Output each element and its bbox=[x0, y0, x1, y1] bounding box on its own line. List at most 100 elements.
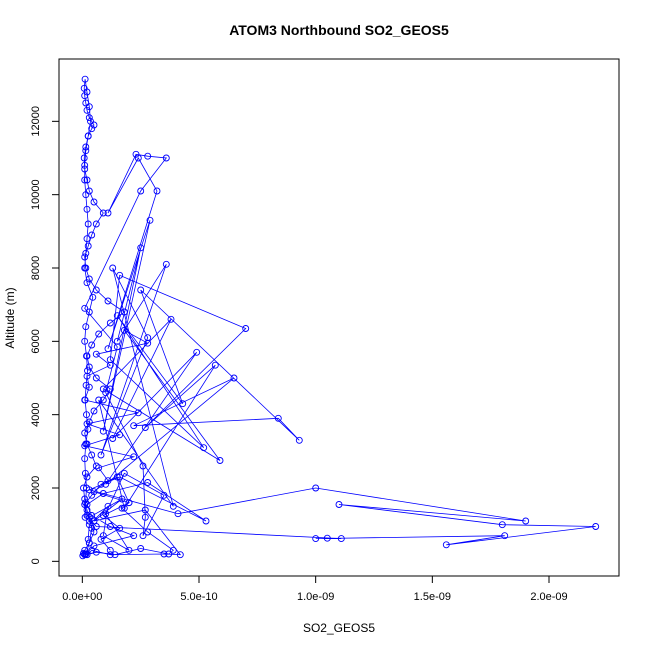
x-tick-label: 2.0e-09 bbox=[530, 591, 567, 603]
data-point bbox=[83, 512, 91, 519]
data-point bbox=[81, 165, 89, 173]
data-point bbox=[335, 501, 343, 508]
plot-frame bbox=[58, 58, 620, 577]
data-point bbox=[85, 187, 93, 195]
data-point bbox=[130, 532, 138, 540]
data-point bbox=[81, 92, 89, 100]
data-point bbox=[118, 504, 126, 512]
data-series bbox=[80, 473, 600, 559]
data-point bbox=[97, 451, 105, 459]
data-point bbox=[162, 260, 170, 268]
data-point bbox=[84, 367, 91, 375]
data-point bbox=[120, 326, 128, 334]
data-point bbox=[92, 548, 100, 556]
data-point bbox=[88, 341, 96, 349]
data-point bbox=[88, 451, 96, 459]
data-point bbox=[141, 506, 149, 514]
data-point bbox=[95, 330, 103, 338]
data-point bbox=[88, 524, 96, 532]
x-tick-label: 1.5e-09 bbox=[414, 591, 451, 603]
data-point bbox=[83, 352, 90, 360]
data-point bbox=[337, 535, 345, 543]
data-point bbox=[97, 480, 105, 488]
data-point bbox=[99, 532, 107, 540]
y-tick-label: 8000 bbox=[30, 256, 42, 280]
data-point bbox=[81, 442, 89, 450]
data-point bbox=[99, 427, 107, 435]
data-point bbox=[125, 499, 133, 507]
data-point bbox=[80, 154, 88, 162]
data-point bbox=[81, 176, 89, 184]
x-axis-label: SO2_GEOS5 bbox=[303, 621, 375, 635]
data-point bbox=[81, 264, 89, 272]
data-point bbox=[83, 473, 91, 481]
data-point bbox=[130, 453, 138, 461]
data-point bbox=[113, 337, 121, 345]
data-point bbox=[84, 535, 92, 543]
data-point bbox=[83, 372, 91, 380]
data-point bbox=[84, 132, 92, 140]
data-point bbox=[106, 523, 114, 530]
data-point bbox=[85, 103, 93, 111]
data-point bbox=[116, 473, 124, 481]
data-point bbox=[200, 444, 208, 452]
data-point bbox=[99, 385, 107, 393]
x-tick-label: 1.0e-09 bbox=[297, 591, 334, 603]
data-point bbox=[113, 343, 121, 351]
data-point bbox=[312, 535, 320, 543]
data-point bbox=[109, 435, 117, 442]
data-point bbox=[130, 422, 138, 430]
data-point bbox=[522, 517, 530, 525]
data-point bbox=[81, 501, 89, 508]
data-point bbox=[118, 495, 126, 503]
data-point bbox=[81, 161, 89, 169]
data-point bbox=[116, 524, 124, 532]
data-point bbox=[85, 486, 93, 494]
chart-title: ATOM3 Northbound SO2_GEOS5 bbox=[229, 22, 449, 38]
data-point bbox=[83, 205, 91, 213]
data-point bbox=[83, 88, 91, 96]
data-point bbox=[167, 315, 175, 323]
data-point bbox=[160, 550, 168, 558]
data-point bbox=[83, 411, 90, 419]
data-point bbox=[113, 312, 121, 320]
data-point bbox=[169, 546, 177, 554]
data-point bbox=[174, 510, 182, 518]
data-point bbox=[144, 479, 152, 486]
data-point bbox=[216, 457, 224, 464]
data-point bbox=[90, 198, 98, 206]
data-point bbox=[106, 356, 114, 364]
series-line bbox=[83, 153, 300, 551]
data-series bbox=[79, 75, 128, 560]
data-point bbox=[312, 484, 320, 492]
data-point bbox=[88, 125, 96, 133]
y-axis-label: Altitude (m) bbox=[3, 287, 17, 348]
x-axis: 0.0e+00 5.0e-10 1.0e-09 1.5e-09 2.0e-09 bbox=[62, 575, 568, 603]
y-axis: 0 2000 4000 6000 8000 10000 12000 bbox=[30, 106, 60, 564]
data-point bbox=[109, 264, 117, 272]
y-tick-label: 2000 bbox=[30, 476, 42, 500]
data-point bbox=[83, 235, 91, 243]
data-point bbox=[104, 209, 112, 217]
data-point bbox=[116, 431, 124, 439]
data-point bbox=[83, 106, 91, 114]
data-point bbox=[137, 187, 145, 195]
x-tick-label: 0.0e+00 bbox=[62, 591, 102, 603]
data-point bbox=[95, 396, 103, 404]
data-point bbox=[137, 286, 145, 294]
data-point bbox=[592, 523, 600, 530]
data-point bbox=[82, 323, 90, 331]
data-point bbox=[81, 550, 89, 558]
data-point bbox=[81, 337, 89, 345]
data-point bbox=[95, 464, 103, 472]
data-point bbox=[84, 220, 92, 228]
data-point bbox=[82, 440, 90, 448]
data-point bbox=[85, 513, 93, 521]
data-point bbox=[84, 242, 92, 250]
data-point bbox=[144, 528, 152, 536]
data-point bbox=[92, 374, 100, 382]
data-point bbox=[137, 244, 145, 252]
data-point bbox=[90, 121, 98, 129]
data-point bbox=[85, 363, 93, 371]
data-point bbox=[144, 152, 152, 160]
